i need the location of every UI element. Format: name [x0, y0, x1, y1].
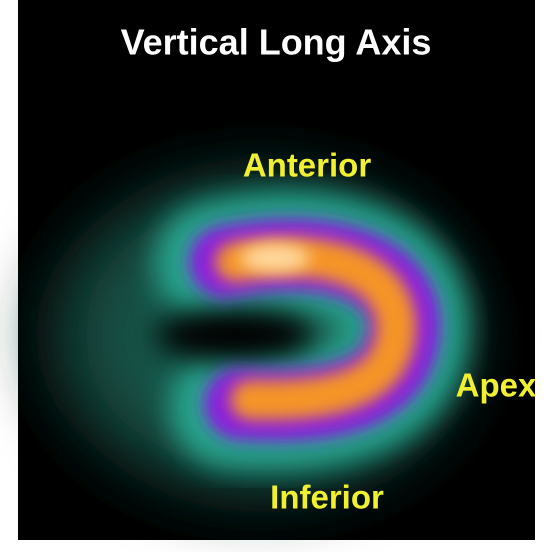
- title: Vertical Long Axis: [121, 22, 432, 63]
- label-anterior: Anterior: [243, 147, 372, 184]
- label-inferior: Inferior: [270, 479, 384, 516]
- label-apex: Apex: [456, 367, 537, 404]
- scan: [40, 170, 470, 500]
